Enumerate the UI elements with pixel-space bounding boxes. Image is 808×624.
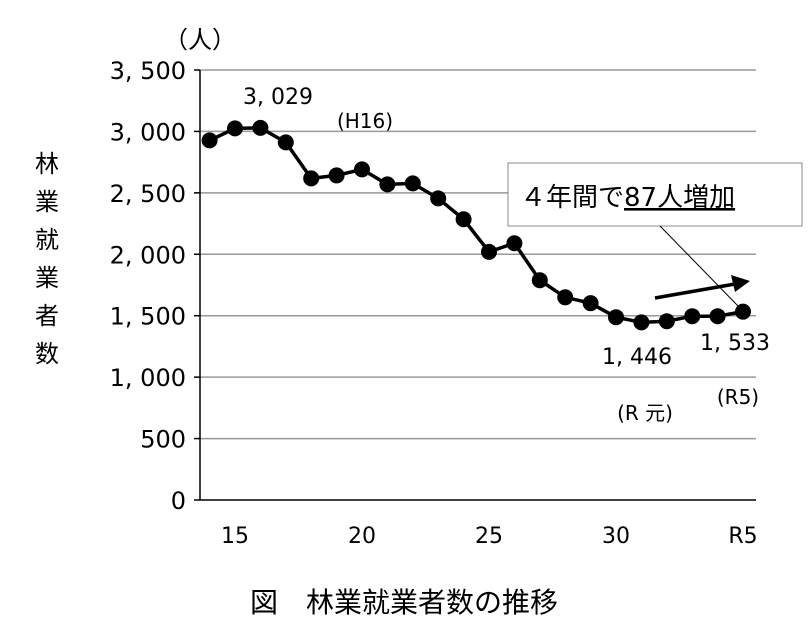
y-tick-label: 1, 500 [110,303,186,331]
y-tick-label: 1, 000 [110,364,186,392]
data-point [354,161,370,178]
data-point [582,295,599,312]
x-tick-labels: 15 20 25 30 R5 [221,524,758,549]
callout-highlight: 87人増加 [624,183,735,213]
gridlines [194,69,756,501]
data-point [658,313,675,330]
y-axis-label-char: 数 [35,340,59,368]
data-point [328,167,345,184]
data-point [557,289,574,306]
trend-arrow-head [731,275,750,292]
data-point [684,308,701,325]
chart-title: 図 林業就業者数の推移 [250,586,558,619]
y-axis-label-char: 業 [35,188,59,216]
data-point [379,176,396,193]
callout-leader-line [659,225,741,309]
y-axis-label-char: 就 [35,226,59,254]
y-tick-label: 2, 500 [110,180,186,208]
low-value-label: 1, 446 [602,345,672,370]
x-tick-label: 20 [348,524,376,549]
data-point [709,308,726,325]
low-year-label: (R 元) [617,401,673,425]
data-point [531,272,548,289]
y-tick-label: 0 [171,487,186,515]
series-line [201,119,751,331]
x-tick-label: 15 [221,524,249,549]
y-tick-label: 2, 000 [110,241,186,269]
trend-arrow [654,282,736,300]
data-point [227,120,243,137]
data-point [506,235,523,252]
data-point [277,134,294,151]
data-point [633,314,650,331]
y-axis-label-char: 林 [35,150,59,178]
y-tick-label: 3, 500 [110,57,186,85]
y-axis-label-char: 者 [35,302,59,330]
data-point [455,211,472,228]
peak-value-label: 3, 029 [243,85,313,110]
x-tick-label: R5 [728,524,757,549]
peak-year-label: (H16) [337,109,393,133]
callout-text: ４年間で87人増加 [520,183,735,213]
last-value-label: 1, 533 [700,331,770,356]
y-axis-label: 林業就業者数 [35,150,59,368]
data-point [430,190,447,207]
data-point [735,303,751,320]
y-axis-label-char: 業 [35,264,59,292]
last-year-label: (R5) [717,385,759,409]
x-tick-label: 25 [475,524,503,549]
y-tick-label: 3, 000 [110,118,186,146]
y-tick-label: 500 [140,426,186,454]
y-tick-labels: 0 500 1, 000 1, 500 2, 000 2, 500 3, 000 3, 500 [110,57,186,515]
data-point [404,175,421,192]
data-point [303,170,320,187]
callout-box [507,162,803,227]
data-point [608,309,624,326]
unit-label: （人） [164,26,236,54]
series-line-path [208,126,744,325]
data-point [201,132,218,149]
data-point [481,243,497,260]
callout-prefix: ４年間で [520,183,624,213]
x-tick-label: 30 [602,524,630,549]
data-point [252,119,269,136]
